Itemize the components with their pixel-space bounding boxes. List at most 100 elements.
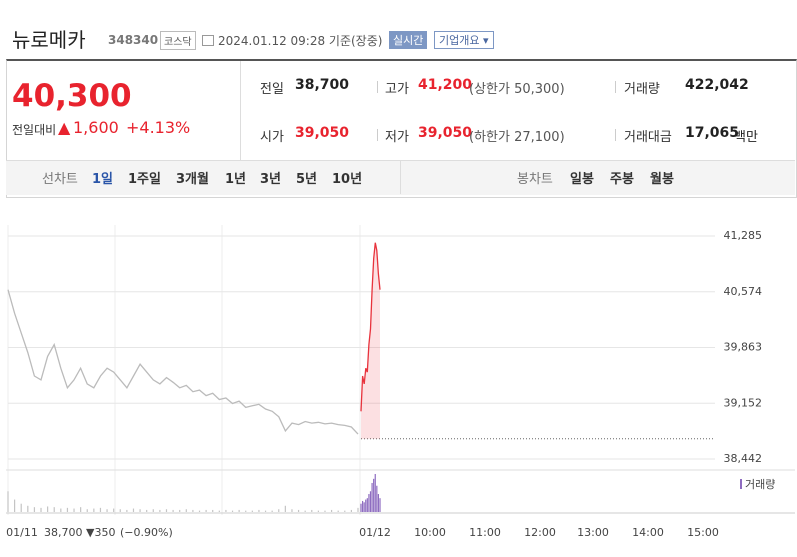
change-arrow: ▲ — [58, 118, 71, 137]
volume-bar — [60, 508, 62, 512]
change-percent: +4.13% — [126, 118, 191, 137]
stat-label: 고가 — [385, 82, 409, 97]
stat-value: 39,050 — [295, 125, 350, 141]
stat-label: 거래대금 — [624, 130, 672, 145]
volume-bar — [374, 474, 376, 512]
volume-bar — [377, 494, 380, 512]
volume-bar — [297, 509, 300, 512]
volume-bar — [245, 510, 247, 512]
volume-bar — [330, 509, 333, 512]
divider — [240, 61, 241, 161]
stat-label: 저가 — [385, 130, 409, 145]
y-tick-label: 39,863 — [724, 341, 763, 354]
volume-bar — [284, 505, 286, 512]
calendar-icon — [202, 35, 214, 46]
y-tick-label: 41,285 — [724, 229, 763, 242]
period-tab[interactable]: 1일 — [92, 172, 114, 187]
stat-value: 39,050 — [418, 125, 473, 141]
volume-bar — [20, 503, 22, 512]
volume-bar — [185, 509, 187, 512]
period-tab[interactable]: 주봉 — [610, 172, 634, 187]
volume-bar — [360, 503, 362, 512]
period-tab[interactable]: 1주일 — [128, 172, 161, 187]
stat-label: 시가 — [260, 130, 284, 145]
stock-code: 348340 — [108, 33, 159, 47]
market-badge: 코스닥 — [160, 31, 196, 50]
summary-close: 38,700 — [44, 526, 83, 539]
volume-bar — [278, 509, 280, 512]
stat-extra: (하한가 27,100) — [469, 130, 565, 145]
volume-bar — [366, 498, 368, 512]
volume-bar — [47, 506, 49, 512]
change-value: 1,600 — [73, 118, 119, 137]
volume-bar — [14, 499, 16, 512]
volume-bar — [212, 509, 214, 512]
volume-bar — [337, 510, 339, 512]
volume-bar — [152, 509, 154, 512]
stat-extra: (상한가 50,300) — [469, 82, 565, 97]
volume-bar — [80, 507, 82, 512]
volume-bar — [376, 485, 378, 512]
volume-bar — [291, 509, 293, 512]
volume-bar — [40, 507, 42, 512]
volume-bar — [311, 509, 313, 512]
legend-swatch — [740, 479, 742, 489]
volume-bar — [66, 507, 69, 512]
realtime-badge[interactable]: 실시간 — [389, 31, 428, 49]
tabs: 선차트 1일 1주일 3개월 1년 3년 5년 10년 봉차트 일봉 주봉 월봉 — [0, 168, 797, 188]
volume-bar — [238, 509, 240, 512]
volume-bar — [218, 510, 220, 512]
x-tick-label: 01/12 — [359, 526, 391, 539]
period-tab[interactable]: 월봉 — [650, 172, 674, 187]
volume-bar — [371, 482, 373, 512]
period-tab[interactable]: 3개월 — [176, 172, 209, 187]
period-tab[interactable]: 3년 — [260, 172, 282, 187]
x-tick-label: 10:00 — [414, 526, 446, 539]
y-tick-label: 38,442 — [724, 452, 763, 465]
x-tick-label: 11:00 — [469, 526, 501, 539]
volume-bar — [33, 507, 36, 512]
volume-bar — [324, 510, 326, 512]
volume-bar — [357, 507, 359, 512]
volume-bar — [368, 494, 370, 512]
period-tab[interactable]: 5년 — [296, 172, 318, 187]
volume-bar — [231, 510, 234, 512]
stat-unit: 백만 — [734, 130, 758, 145]
chart-type-tab[interactable]: 선차트 — [42, 172, 78, 187]
volume-bar — [198, 510, 201, 512]
price-line — [7, 289, 359, 435]
volume-bar — [179, 509, 181, 512]
x-tick-label: 12:00 — [524, 526, 556, 539]
volume-bar — [119, 509, 121, 512]
volume-bar — [106, 509, 108, 512]
volume-bar — [205, 509, 207, 512]
volume-bar — [73, 508, 75, 512]
volume-bar — [27, 505, 29, 512]
stat-value: 17,065 — [685, 125, 740, 141]
volume-bar — [271, 510, 273, 512]
volume-bar — [251, 510, 253, 512]
chart-type-tab[interactable]: 봉차트 — [517, 172, 553, 187]
period-tab[interactable]: 일봉 — [570, 172, 594, 187]
volume-bar — [113, 508, 115, 512]
period-tab[interactable]: 1년 — [225, 172, 247, 187]
current-price: 40,300 — [12, 78, 132, 114]
timestamp: 2024.01.12 09:28 기준(장중) — [218, 34, 383, 48]
volume-bar — [86, 509, 88, 512]
company-info-label: 기업개요 — [439, 34, 480, 47]
volume-bar — [7, 491, 9, 512]
volume-bar — [365, 499, 367, 512]
volume-bar — [361, 500, 364, 512]
divider — [400, 160, 401, 194]
volume-bar — [99, 507, 102, 512]
x-tick-label: 14:00 — [632, 526, 664, 539]
volume-bar — [146, 509, 148, 512]
volume-bar — [53, 507, 55, 512]
stat-label: 거래량 — [624, 82, 660, 97]
period-tab[interactable]: 10년 — [332, 172, 363, 187]
company-info-button[interactable]: 기업개요 ▾ — [434, 31, 494, 49]
volume-bar — [93, 508, 95, 512]
volume-bar — [172, 509, 174, 512]
